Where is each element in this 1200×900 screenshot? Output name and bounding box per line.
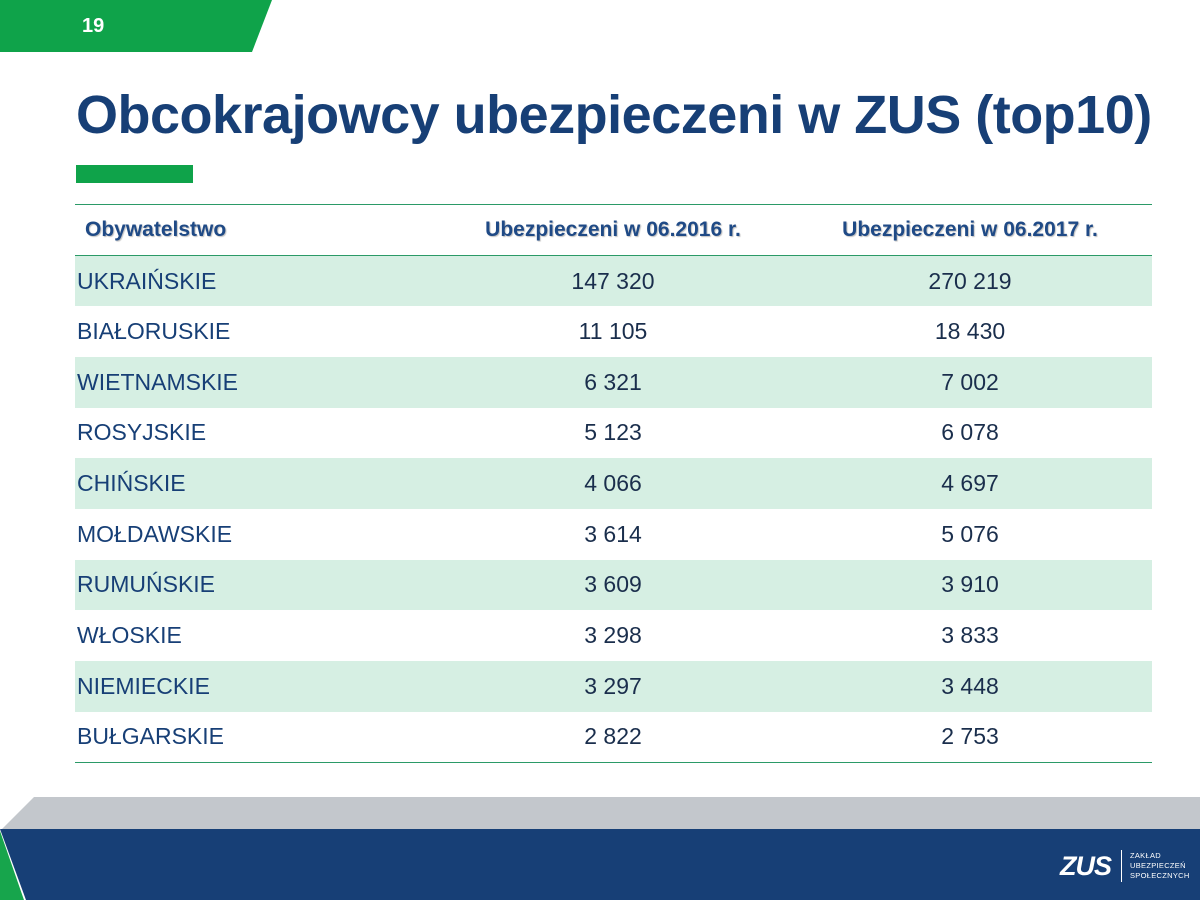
cell-insured-2017: 3 910 [941, 571, 999, 598]
table-row: MOŁDAWSKIE 3 614 5 076 [75, 509, 1152, 560]
cell-insured-2016: 147 320 [571, 267, 655, 294]
cell-insured-2016: 3 609 [584, 571, 642, 598]
title-accent-bar [76, 165, 193, 183]
header-insured-2016: Ubezpieczeni w 06.2016 r. [485, 218, 741, 241]
page-number: 19 [82, 15, 105, 37]
cell-insured-2017: 3 833 [941, 622, 999, 649]
table-row: WŁOSKIE 3 298 3 833 [75, 610, 1152, 661]
cell-citizenship: RUMUŃSKIE [77, 571, 216, 598]
table-header-row: Obywatelstwo Ubezpieczeni w 06.2016 r. U… [75, 204, 1152, 256]
cell-insured-2017: 5 076 [941, 520, 999, 547]
table-row: BUŁGARSKIE 2 822 2 753 [75, 712, 1152, 763]
table-row: BIAŁORUSKIE 11 105 18 430 [75, 306, 1152, 357]
cell-insured-2017: 3 448 [941, 672, 999, 699]
table-row: RUMUŃSKIE 3 609 3 910 [75, 559, 1152, 611]
logo-line-3: SPOŁECZNYCH [1130, 871, 1190, 880]
header-citizenship: Obywatelstwo [85, 218, 227, 241]
slide-title: Obcokrajowcy ubezpieczeni w ZUS (top10) [76, 85, 1152, 145]
table-row: WIETNAMSKIE 6 321 7 002 [75, 356, 1152, 408]
header-insured-2017: Ubezpieczeni w 06.2017 r. [842, 218, 1098, 241]
cell-insured-2017: 18 430 [934, 318, 1006, 345]
cell-citizenship: WŁOSKIE [77, 622, 182, 649]
page-number-tab [0, 0, 272, 52]
logo-divider [1121, 850, 1122, 882]
cell-insured-2017: 2 753 [941, 723, 999, 750]
table-row: NIEMIECKIE 3 297 3 448 [75, 661, 1152, 712]
table-row: ROSYJSKIE 5 123 6 078 [75, 408, 1152, 459]
zus-logo-text: ZAKŁAD UBEZPIECZEŃ SPOŁECZNYCH [1130, 851, 1190, 881]
table-row: CHIŃSKIE 4 066 4 697 [75, 458, 1152, 509]
cell-insured-2016: 5 123 [584, 419, 642, 446]
insured-foreigners-table: Obywatelstwo Ubezpieczeni w 06.2016 r. U… [75, 204, 1152, 763]
cell-insured-2016: 4 066 [584, 470, 642, 497]
footer-navy-band [0, 829, 1200, 900]
cell-citizenship: NIEMIECKIE [77, 672, 210, 699]
cell-insured-2016: 6 321 [584, 368, 642, 395]
footer-gray-band [0, 797, 1200, 831]
cell-insured-2017: 6 078 [941, 419, 999, 446]
cell-citizenship: WIETNAMSKIE [77, 368, 239, 395]
cell-citizenship: BIAŁORUSKIE [77, 318, 231, 345]
zus-logo-mark: ZUS [1060, 850, 1112, 881]
cell-insured-2017: 7 002 [941, 368, 999, 395]
cell-insured-2016: 3 298 [584, 622, 642, 649]
cell-citizenship: UKRAIŃSKIE [77, 267, 217, 294]
cell-insured-2016: 2 822 [584, 723, 642, 750]
cell-insured-2016: 11 105 [578, 318, 648, 345]
cell-citizenship: ROSYJSKIE [77, 419, 207, 446]
cell-insured-2017: 270 219 [928, 267, 1012, 294]
cell-citizenship: MOŁDAWSKIE [77, 520, 233, 547]
table-row: UKRAIŃSKIE 147 320 270 219 [75, 255, 1152, 307]
cell-citizenship: BUŁGARSKIE [77, 723, 224, 750]
cell-insured-2017: 4 697 [941, 470, 999, 497]
logo-line-2: UBEZPIECZEŃ [1130, 861, 1186, 870]
cell-citizenship: CHIŃSKIE [77, 470, 186, 497]
cell-insured-2016: 3 614 [584, 520, 642, 547]
cell-insured-2016: 3 297 [584, 672, 642, 699]
table-body: UKRAIŃSKIE 147 320 270 219 BIAŁORUSKIE 11 10… [75, 255, 1152, 763]
logo-line-1: ZAKŁAD [1130, 851, 1161, 860]
zus-logo: ZUS ZAKŁAD UBEZPIECZEŃ SPOŁECZNYCH [1060, 848, 1190, 884]
